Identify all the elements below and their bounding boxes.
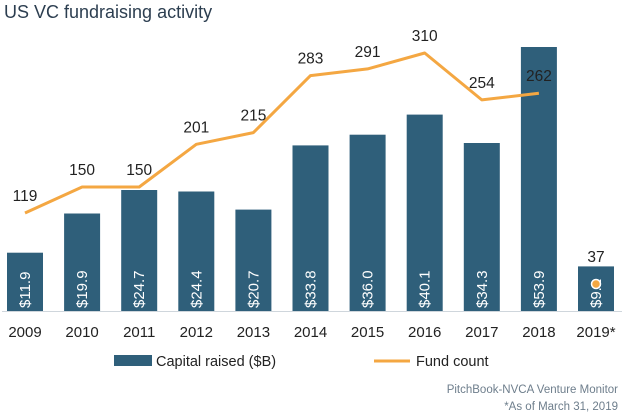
x-tick-2010: 2010 (65, 324, 98, 341)
legend-label-capital: Capital raised ($B) (156, 354, 276, 370)
bar-label-2011: $24.7 (131, 270, 148, 308)
x-tick-2016: 2016 (408, 324, 441, 341)
bar-label-2012: $24.4 (188, 270, 205, 308)
x-tick-2009: 2009 (8, 324, 41, 341)
fund-count-label-2016: 310 (412, 28, 438, 45)
x-tick-2018: 2018 (522, 324, 555, 341)
x-tick-2019: 2019* (576, 324, 615, 341)
bar-2015 (349, 134, 386, 311)
chart-title: US VC fundraising activity (4, 2, 213, 22)
bar-2018 (520, 47, 557, 311)
bar-label-2018: $53.9 (531, 270, 548, 308)
bar-2009 (7, 252, 43, 311)
legend: Capital raised ($B) Fund count (114, 354, 489, 370)
fund-count-label-2012: 201 (183, 119, 209, 136)
fund-count-label-2014: 283 (298, 51, 324, 68)
legend-swatch-capital (114, 355, 152, 366)
bar-2013 (235, 209, 272, 311)
fund-count-label-2018: 262 (526, 68, 552, 85)
fund-count-point-2019 (590, 278, 602, 290)
x-tick-2012: 2012 (180, 324, 213, 341)
bar-label-2016: $40.1 (417, 270, 434, 308)
x-tick-2015: 2015 (351, 324, 384, 341)
bar-label-2017: $34.3 (474, 270, 491, 308)
fund-count-line (24, 51, 540, 215)
bar-2012 (178, 191, 215, 311)
fund-count-label-2013: 215 (240, 108, 266, 125)
bar-label-2014: $33.8 (303, 270, 320, 308)
fund-count-label-2015: 291 (355, 44, 381, 61)
legend-label-fund-count: Fund count (416, 354, 489, 370)
x-tick-2011: 2011 (123, 324, 155, 341)
bar-2010 (64, 213, 101, 311)
bar-label-2013: $20.7 (245, 270, 262, 308)
bar-2016 (406, 114, 443, 311)
source-note: PitchBook-NVCA Venture Monitor (447, 384, 618, 396)
bar-2011 (121, 190, 158, 311)
fund-count-label-2011: 150 (126, 162, 152, 179)
bar-label-2015: $36.0 (360, 270, 377, 308)
x-tick-2013: 2013 (237, 324, 270, 341)
x-tick-labels: 2009 2010 2011 2012 2013 2014 2015 2016 2017 2018… (8, 324, 615, 341)
bar-2014 (292, 145, 329, 311)
x-tick-2017: 2017 (465, 324, 498, 341)
fund-count-label-2009: 119 (13, 188, 38, 205)
fund-count-label-2017: 254 (469, 75, 495, 92)
fund-count-label-2019: 37 (587, 249, 604, 266)
bars-group: $11.9 $19.9 $24.7 $24.4 $20.7 $33.8 $36.0 $40.1… (7, 47, 614, 311)
bar-2017 (463, 143, 500, 311)
footnote: *As of March 31, 2019 (504, 401, 618, 413)
bar-label-2010: $19.9 (74, 270, 91, 308)
bar-label-2009: $11.9 (17, 272, 34, 308)
fund-count-label-2010: 150 (69, 162, 95, 179)
x-tick-2014: 2014 (294, 324, 327, 341)
fund-count-line-group: 119 150 150 201 215 283 291 310 254 262 37 (13, 28, 605, 290)
